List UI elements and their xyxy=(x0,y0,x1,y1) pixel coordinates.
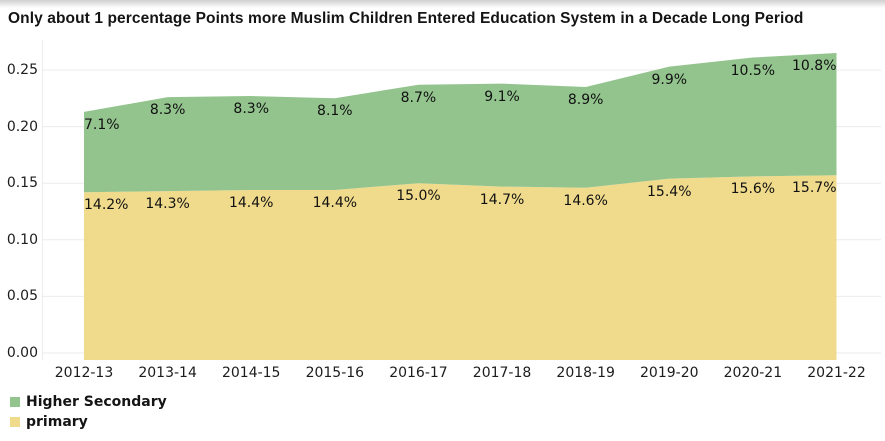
data-label-primary: 15.7% xyxy=(792,180,837,197)
data-label-higher-secondary: 8.3% xyxy=(149,102,186,119)
chart-title: Only about 1 percentage Points more Musl… xyxy=(8,10,804,27)
area-primary xyxy=(84,175,837,360)
x-tick-label: 2015-16 xyxy=(305,365,365,381)
y-tick-label: 0.15 xyxy=(6,175,38,192)
data-label-higher-secondary: 8.9% xyxy=(567,91,604,108)
x-tick-label: 2012-13 xyxy=(54,365,114,381)
y-tick-label: 0.25 xyxy=(6,62,38,78)
y-tick-label: 0.10 xyxy=(6,231,38,248)
data-label-primary: 15.0% xyxy=(396,188,441,205)
data-label-primary: 14.3% xyxy=(145,196,190,213)
y-tick-label: 0.00 xyxy=(6,345,38,361)
x-tick-label: 2014-15 xyxy=(221,365,281,381)
y-tick-label: 0.20 xyxy=(6,118,38,135)
x-tick-label: 2017-18 xyxy=(472,365,532,381)
data-label-higher-secondary: 10.8% xyxy=(792,58,837,75)
data-label-primary: 14.4% xyxy=(228,194,274,211)
legend-label: primary xyxy=(26,414,88,430)
x-tick-label: 2020-21 xyxy=(723,365,783,381)
data-label-higher-secondary: 10.5% xyxy=(730,62,776,79)
x-tick-label: 2016-17 xyxy=(389,365,448,381)
legend: Higher Secondary primary xyxy=(10,392,167,432)
area-higher-secondary xyxy=(84,53,837,193)
data-label-higher-secondary: 8.1% xyxy=(317,103,353,120)
data-label-primary: 15.6% xyxy=(730,181,776,198)
data-label-primary: 14.2% xyxy=(84,197,129,214)
data-label-primary: 14.4% xyxy=(312,194,358,211)
data-label-higher-secondary: 7.1% xyxy=(84,116,120,133)
data-label-primary: 15.4% xyxy=(647,183,692,200)
legend-label: Higher Secondary xyxy=(26,394,167,410)
data-label-higher-secondary: 9.1% xyxy=(484,88,520,105)
data-label-primary: 14.7% xyxy=(479,191,525,208)
data-label-primary: 14.6% xyxy=(563,192,608,209)
x-tick-label: 2021-22 xyxy=(807,365,866,381)
x-tick-label: 2018-19 xyxy=(556,365,615,381)
window-top-edge xyxy=(0,0,885,8)
data-label-higher-secondary: 9.9% xyxy=(651,71,688,88)
legend-item-primary: primary xyxy=(10,412,167,432)
legend-item-higher-secondary: Higher Secondary xyxy=(10,392,167,412)
legend-swatch-icon xyxy=(10,417,20,427)
legend-swatch-icon xyxy=(10,397,20,407)
data-label-higher-secondary: 8.3% xyxy=(233,101,270,118)
data-label-higher-secondary: 8.7% xyxy=(400,89,437,106)
x-tick-label: 2013-14 xyxy=(138,365,197,381)
y-tick-label: 0.05 xyxy=(6,288,38,305)
x-tick-label: 2019-20 xyxy=(640,365,699,381)
